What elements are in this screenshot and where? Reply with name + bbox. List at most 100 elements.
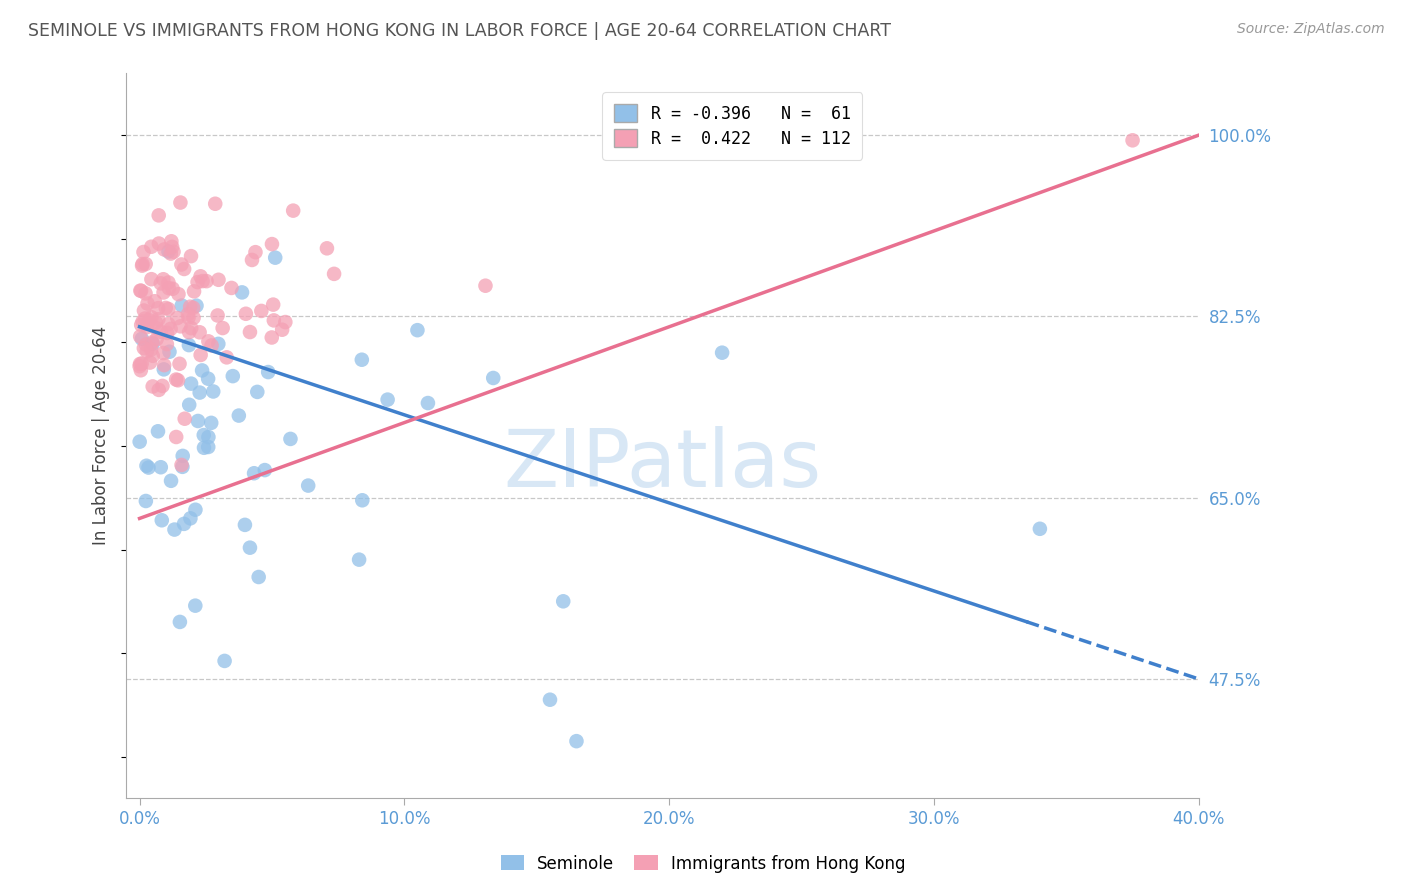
Point (160, 240, 183, 254)
Point (180, 376, 202, 391)
Point (195, 274, 218, 288)
Point (146, 301, 169, 316)
Point (173, 262, 195, 277)
Point (274, 315, 297, 329)
Point (131, 259, 153, 273)
Point (177, 338, 200, 352)
Point (166, 311, 188, 326)
Point (239, 541, 262, 555)
Point (136, 296, 159, 310)
Point (135, 286, 157, 301)
Point (188, 385, 211, 400)
Point (145, 332, 167, 346)
Point (159, 246, 181, 260)
Point (260, 330, 283, 344)
Point (149, 460, 172, 475)
Point (235, 307, 257, 321)
Point (165, 372, 187, 386)
Legend: Seminole, Immigrants from Hong Kong: Seminole, Immigrants from Hong Kong (494, 848, 912, 880)
Point (240, 252, 263, 267)
Point (139, 343, 162, 357)
Point (180, 321, 202, 335)
Point (170, 257, 193, 271)
Point (163, 523, 186, 537)
Point (131, 257, 153, 271)
Point (180, 249, 202, 263)
Point (207, 337, 229, 351)
Point (179, 511, 201, 525)
Point (297, 478, 319, 492)
Point (156, 326, 179, 340)
Point (177, 310, 200, 325)
Point (565, 734, 588, 748)
Point (129, 329, 152, 343)
Point (142, 349, 165, 363)
Point (264, 251, 287, 265)
Point (184, 502, 207, 516)
Point (377, 392, 399, 407)
Point (416, 396, 439, 410)
Point (150, 513, 173, 527)
Text: Source: ZipAtlas.com: Source: ZipAtlas.com (1237, 22, 1385, 37)
Point (1122, 133, 1144, 147)
Point (159, 344, 181, 359)
Point (221, 281, 243, 295)
Point (131, 332, 153, 346)
Point (129, 284, 152, 298)
Point (233, 517, 256, 532)
Point (141, 310, 163, 325)
Point (183, 285, 205, 299)
Point (271, 323, 294, 337)
Point (188, 326, 211, 340)
Point (145, 321, 167, 335)
Point (202, 384, 225, 399)
Point (132, 303, 155, 318)
Point (183, 310, 205, 325)
Point (153, 243, 176, 257)
Point (155, 301, 177, 315)
Point (157, 244, 180, 259)
Point (245, 245, 267, 260)
Point (257, 365, 280, 379)
Point (136, 317, 159, 331)
Point (160, 474, 183, 488)
Point (193, 441, 215, 455)
Point (159, 322, 181, 336)
Point (190, 348, 212, 362)
Point (157, 302, 180, 317)
Point (152, 346, 174, 360)
Point (173, 411, 195, 425)
Point (243, 467, 266, 481)
Point (169, 319, 191, 334)
Point (131, 357, 153, 371)
Point (215, 351, 238, 365)
Point (129, 318, 152, 332)
Point (184, 599, 207, 613)
Point (250, 304, 273, 318)
Point (283, 203, 305, 218)
Point (156, 337, 179, 351)
Point (162, 282, 184, 296)
Point (128, 359, 150, 374)
Point (323, 267, 346, 281)
Point (135, 458, 157, 473)
Point (162, 244, 184, 259)
Point (141, 335, 163, 350)
Point (280, 432, 302, 446)
Point (231, 285, 253, 300)
Point (169, 195, 191, 210)
Point (167, 373, 190, 387)
Point (173, 516, 195, 531)
Point (136, 320, 159, 334)
Point (129, 363, 152, 377)
Point (406, 323, 429, 337)
Point (179, 398, 201, 412)
Point (157, 281, 180, 295)
Point (165, 430, 187, 444)
Point (197, 372, 219, 386)
Point (352, 493, 374, 508)
Point (138, 460, 160, 475)
Point (152, 379, 174, 393)
Point (152, 285, 174, 300)
Point (177, 307, 200, 321)
